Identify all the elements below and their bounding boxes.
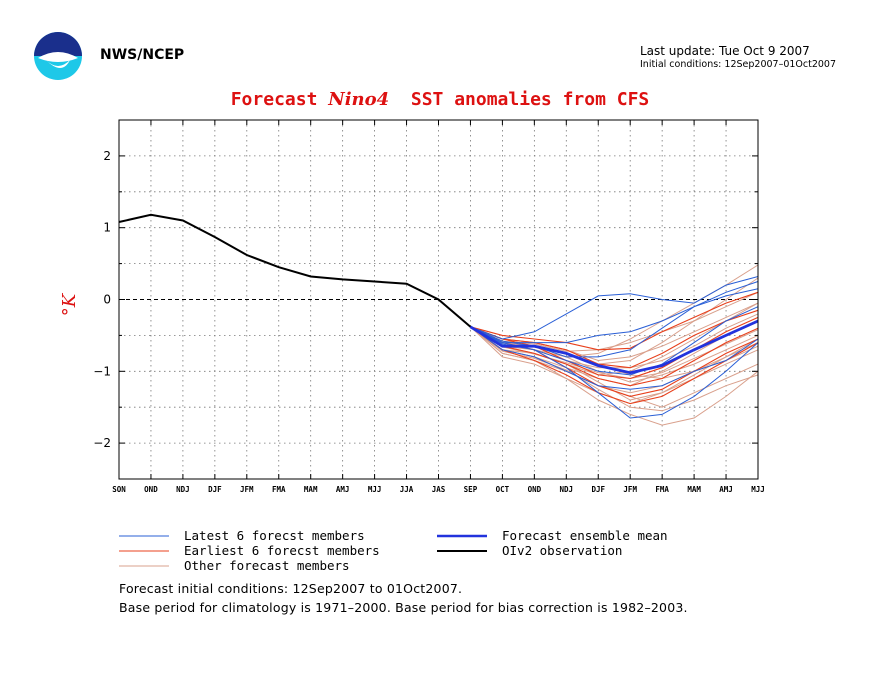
series-line-latest — [470, 276, 759, 340]
legend-label: Forecast ensemble mean — [502, 528, 668, 543]
x-tick-label: AMJ — [336, 485, 350, 494]
series-line-earliest — [470, 326, 759, 405]
y-tick-label: 0 — [103, 293, 111, 307]
y-tick-label: 1 — [103, 221, 111, 235]
grid-lines — [119, 120, 758, 479]
x-tick-label: JAS — [432, 485, 446, 494]
org-name: NWS/NCEP — [100, 47, 185, 63]
x-tick-label: FMA — [272, 485, 286, 494]
y-tick-label: −1 — [93, 364, 111, 378]
series-line-other — [470, 313, 759, 369]
legend-label: Earliest 6 forecst members — [184, 543, 380, 558]
x-tick-label: SON — [112, 485, 126, 494]
x-tick-label: FMA — [655, 485, 669, 494]
footer-line-2: Base period for climatology is 1971–2000… — [119, 600, 688, 615]
last-update: Last update: Tue Oct 9 2007 — [640, 44, 810, 58]
chart-title: Forecast Nino4 SST anomalies from CFS — [0, 89, 880, 110]
x-tick-label: SEP — [464, 485, 478, 494]
title-region: Nino4 — [328, 89, 390, 110]
title-prefix: Forecast — [230, 89, 329, 110]
x-tick-label: MAM — [687, 485, 701, 494]
x-tick-label: JJA — [400, 485, 414, 494]
legend-label: Other forecast members — [184, 558, 350, 573]
y-tick-label: −2 — [93, 436, 111, 450]
series-line-earliest — [470, 291, 759, 351]
legend-label: OIv2 observation — [502, 543, 622, 558]
x-tick-label: AMJ — [719, 485, 733, 494]
x-tick-label: DJF — [591, 485, 605, 494]
x-tick-label: OND — [144, 485, 158, 494]
x-tick-label: NDJ — [176, 485, 190, 494]
series-line-observation — [118, 213, 472, 328]
x-tick-label: NDJ — [560, 485, 574, 494]
x-tick-label: OCT — [496, 485, 510, 494]
x-tick-label: OND — [528, 485, 542, 494]
series-line-ensemble-mean — [469, 319, 759, 375]
series-line-latest — [470, 281, 759, 344]
x-tick-label: DJF — [208, 485, 222, 494]
x-tick-label: MAM — [304, 485, 318, 494]
legend-label: Latest 6 forecst members — [184, 528, 365, 543]
y-tick-labels: 2 1 0 −1 −2 — [93, 149, 111, 450]
series-line-earliest — [470, 326, 759, 387]
x-tick-labels: SON OND NDJ DJF JFM FMA MAM AMJ MJJ JJA JAS SEP OCT O… — [112, 485, 765, 494]
x-tick-label: JFM — [623, 485, 637, 494]
series-line-earliest — [470, 309, 759, 369]
series-line-latest — [470, 288, 759, 358]
footer-line-1: Forecast initial conditions: 12Sep2007 t… — [119, 581, 463, 596]
y-axis-label: °K — [59, 292, 80, 316]
title-suffix: SST anomalies from CFS — [389, 89, 650, 110]
initial-conditions: Initial conditions: 12Sep2007–01Oct2007 — [640, 59, 837, 70]
noaa-logo-icon — [34, 32, 82, 80]
series-line-latest — [470, 326, 759, 390]
x-tick-label: MJJ — [368, 485, 382, 494]
x-tick-label: MJJ — [751, 485, 765, 494]
series-line-other — [470, 326, 759, 394]
x-tick-label: JFM — [240, 485, 254, 494]
y-tick-label: 2 — [103, 149, 111, 163]
